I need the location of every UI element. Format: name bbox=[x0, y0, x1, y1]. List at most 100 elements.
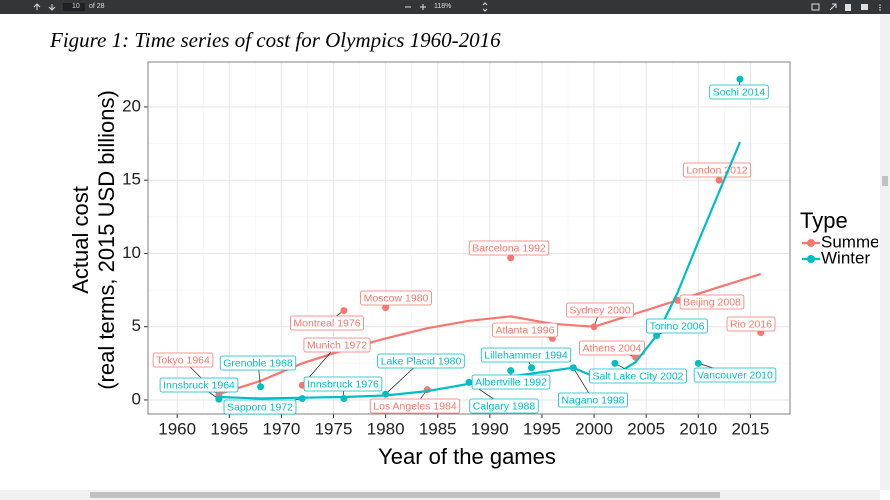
label-box bbox=[223, 399, 297, 415]
x-tick-label: 2010 bbox=[679, 419, 717, 438]
download-button[interactable] bbox=[845, 4, 851, 11]
label-box bbox=[693, 367, 777, 383]
x-tick-label: 1975 bbox=[315, 419, 353, 438]
x-axis-label: Year of the games bbox=[378, 444, 556, 469]
point-label: Sydney 2000 bbox=[565, 302, 635, 318]
vertical-scroll-thumb[interactable] bbox=[882, 176, 888, 186]
y-tick-label: 5 bbox=[132, 316, 141, 335]
x-tick-label: 1980 bbox=[367, 419, 405, 438]
label-box bbox=[646, 318, 708, 334]
point bbox=[611, 359, 619, 367]
point-label-text: Sydney 2000 bbox=[569, 304, 630, 316]
point-label: Calgary 1988 bbox=[469, 398, 539, 414]
rotate-button[interactable] bbox=[829, 3, 837, 11]
point-label: Nagano 1998 bbox=[558, 392, 628, 408]
point-label-text: Sochi 2014 bbox=[713, 86, 766, 98]
point-label-text: London 2012 bbox=[686, 164, 747, 176]
menu-button[interactable] bbox=[879, 4, 881, 6]
point bbox=[569, 364, 577, 372]
point-label: Lillehammer 1994 bbox=[480, 347, 572, 363]
page-count: of 28 bbox=[89, 3, 105, 10]
point-label-text: Montreal 1976 bbox=[293, 317, 360, 329]
y-axis-label: (real terms, 2015 USD billions) bbox=[94, 90, 119, 390]
point-label-text: Rio 2016 bbox=[730, 318, 772, 330]
point bbox=[507, 367, 515, 375]
prev-page[interactable] bbox=[33, 3, 41, 10]
zoom-level[interactable]: 118% bbox=[434, 3, 452, 10]
point bbox=[340, 394, 348, 402]
point bbox=[694, 359, 702, 367]
point-label-text: Athens 2004 bbox=[583, 342, 642, 354]
label-box bbox=[492, 322, 558, 338]
point-label-text: Calgary 1988 bbox=[473, 400, 536, 412]
next-page[interactable] bbox=[48, 4, 56, 11]
legend-key bbox=[807, 255, 815, 263]
point-label: Sochi 2014 bbox=[709, 84, 769, 100]
point-label: Innsbruck 1964 bbox=[159, 377, 239, 393]
zoom-select[interactable] bbox=[482, 2, 488, 12]
point-label-text: Beijing 2008 bbox=[683, 296, 741, 308]
label-box bbox=[159, 377, 239, 393]
x-tick-label: 2005 bbox=[627, 419, 665, 438]
toolbar: 10 of 28 118% bbox=[0, 0, 890, 14]
x-tick-label: 1960 bbox=[158, 419, 196, 438]
label-box bbox=[679, 294, 745, 310]
point-label-text: Lake Placid 1980 bbox=[381, 355, 462, 367]
page-box[interactable] bbox=[63, 3, 85, 11]
label-box bbox=[377, 353, 465, 369]
point-label-text: Innsbruck 1964 bbox=[163, 379, 235, 391]
point-label: Grenoble 1968 bbox=[219, 355, 297, 371]
y-tick-label: 20 bbox=[122, 96, 141, 115]
point-label: Albertville 1992 bbox=[471, 374, 551, 390]
point-label-text: Innsbruck 1976 bbox=[307, 378, 379, 390]
point-label: Tokyo 1964 bbox=[152, 352, 214, 368]
point-label: Vancouver 2010 bbox=[693, 367, 777, 383]
point-label: Los Angeles 1984 bbox=[369, 398, 461, 414]
chart-title: Figure 1: Time series of cost for Olympi… bbox=[49, 28, 501, 52]
point bbox=[382, 304, 390, 312]
menu-button-dot bbox=[879, 9, 881, 11]
point bbox=[715, 176, 723, 184]
y-tick-label: 15 bbox=[122, 170, 141, 189]
point bbox=[340, 307, 348, 315]
point-label-text: Torino 2006 bbox=[650, 320, 705, 332]
zoom-in[interactable] bbox=[420, 4, 426, 10]
point-label: Moscow 1980 bbox=[360, 290, 432, 306]
vertical-scrollbar[interactable] bbox=[880, 14, 890, 490]
plot-panel bbox=[148, 62, 790, 414]
point-label: Rio 2016 bbox=[726, 316, 776, 332]
label-box bbox=[468, 240, 550, 256]
point-label: London 2012 bbox=[682, 162, 752, 178]
y-tick-label: 0 bbox=[132, 389, 141, 408]
point bbox=[298, 394, 306, 402]
page-number[interactable]: 10 bbox=[72, 3, 80, 10]
point-label-text: Sapporo 1972 bbox=[227, 401, 293, 413]
fit-button[interactable] bbox=[811, 3, 820, 11]
point-label: Barcelona 1992 bbox=[468, 240, 550, 256]
point bbox=[382, 390, 390, 398]
horizontal-scroll-thumb[interactable] bbox=[90, 492, 720, 498]
legend-title: Type bbox=[800, 208, 848, 233]
point-label-text: Munich 1972 bbox=[307, 339, 367, 351]
toolbar-icons bbox=[33, 2, 881, 12]
point-label: Innsbruck 1976 bbox=[303, 376, 383, 392]
x-tick-label: 1965 bbox=[210, 419, 248, 438]
legend-label: Winter bbox=[821, 248, 870, 267]
label-box bbox=[682, 162, 752, 178]
label-box bbox=[219, 355, 297, 371]
label-box bbox=[480, 347, 572, 363]
point bbox=[653, 331, 661, 339]
point-label-text: Salt Lake City 2002 bbox=[592, 370, 683, 382]
legend-key bbox=[807, 239, 815, 247]
x-tick-label: 1995 bbox=[523, 419, 561, 438]
point-label: Atlanta 1996 bbox=[492, 322, 558, 338]
point-label-text: Los Angeles 1984 bbox=[373, 400, 457, 412]
point bbox=[465, 378, 473, 386]
point bbox=[507, 254, 515, 262]
plot-border bbox=[147, 61, 791, 415]
point bbox=[528, 364, 536, 372]
x-tick-label: 2000 bbox=[575, 419, 613, 438]
chart: Figure 1: Time series of cost for Olympi… bbox=[49, 28, 878, 469]
label-box bbox=[360, 290, 432, 306]
print-button[interactable] bbox=[861, 4, 868, 10]
